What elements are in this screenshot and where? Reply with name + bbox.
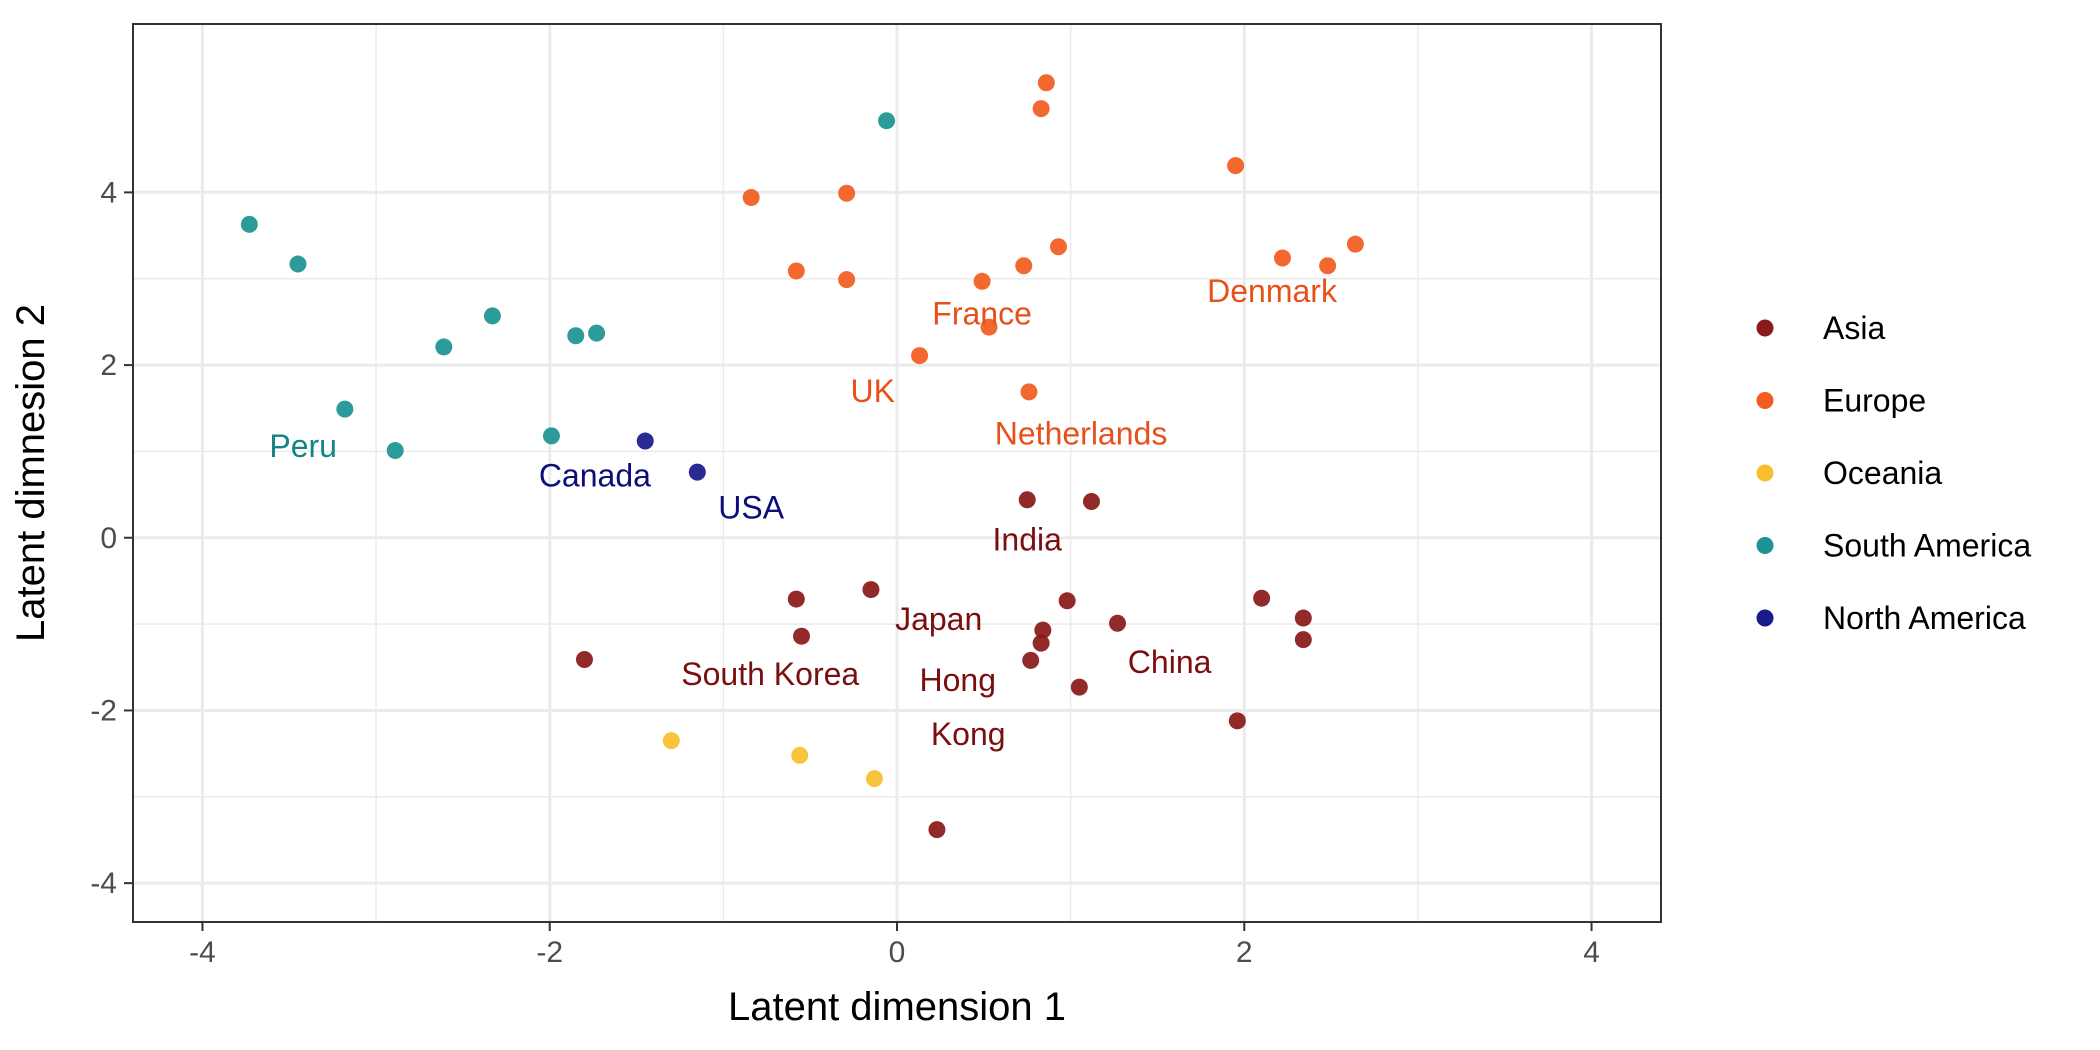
x-tick-label: 4: [1583, 936, 1600, 969]
point-asia: [793, 628, 810, 645]
y-tick-label: 2: [100, 349, 117, 382]
point-asia: [1295, 631, 1312, 648]
point-asia: [1229, 712, 1246, 729]
legend-key-north-america: [1757, 610, 1774, 627]
point-europe: [838, 271, 855, 288]
point-asia: [1083, 493, 1100, 510]
point-south-america: [567, 327, 584, 344]
label-denmark: Denmark: [1207, 273, 1338, 309]
point-south-america: [289, 256, 306, 273]
point-europe: [838, 185, 855, 202]
legend-key-oceania: [1757, 465, 1774, 482]
point-asia: [788, 591, 805, 608]
point-europe: [974, 273, 991, 290]
x-tick-label: -2: [536, 936, 563, 969]
y-axis-title: Latent dimnesion 2: [9, 304, 53, 642]
point-europe: [911, 347, 928, 364]
label-kong: Kong: [931, 716, 1006, 752]
point-asia: [1059, 592, 1076, 609]
point-asia: [862, 581, 879, 598]
point-europe: [743, 189, 760, 206]
point-south-america: [543, 427, 560, 444]
point-asia: [1022, 652, 1039, 669]
point-europe: [1033, 100, 1050, 117]
point-asia: [1109, 615, 1126, 632]
point-north-america: [689, 464, 706, 481]
label-hong: Hong: [920, 662, 997, 698]
point-south-america: [484, 307, 501, 324]
point-oceania: [663, 732, 680, 749]
legend-label-south-america: South America: [1823, 528, 2031, 564]
y-tick-label: 4: [100, 176, 117, 209]
point-south-america: [241, 216, 258, 233]
point-europe: [1020, 383, 1037, 400]
y-tick-label: -4: [90, 867, 117, 900]
legend-label-asia: Asia: [1823, 310, 1885, 346]
point-south-america: [387, 442, 404, 459]
legend-key-asia: [1757, 320, 1774, 337]
label-usa: USA: [718, 490, 784, 526]
point-europe: [788, 262, 805, 279]
point-europe: [1050, 238, 1067, 255]
point-south-america: [588, 325, 605, 342]
point-south-america: [878, 112, 895, 129]
label-canada: Canada: [539, 458, 651, 494]
label-india: India: [993, 521, 1063, 557]
point-south-america: [435, 338, 452, 355]
x-tick-label: 2: [1236, 936, 1253, 969]
x-axis-title: Latent dimension 1: [728, 985, 1066, 1029]
point-europe: [1015, 257, 1032, 274]
point-asia: [1033, 635, 1050, 652]
point-europe: [1319, 257, 1336, 274]
label-france: France: [932, 295, 1032, 331]
point-oceania: [866, 770, 883, 787]
y-tick-label: 0: [100, 522, 117, 555]
point-europe: [1038, 74, 1055, 91]
point-asia: [928, 821, 945, 838]
legend-label-north-america: North America: [1823, 600, 2026, 636]
point-asia: [1071, 679, 1088, 696]
label-peru: Peru: [269, 428, 337, 464]
legend-key-europe: [1757, 392, 1774, 409]
label-netherlands: Netherlands: [995, 415, 1168, 451]
point-asia: [576, 651, 593, 668]
point-south-america: [336, 401, 353, 418]
point-asia: [1295, 610, 1312, 627]
legend-key-south-america: [1757, 537, 1774, 554]
point-europe: [1227, 157, 1244, 174]
legend-label-europe: Europe: [1823, 383, 1926, 419]
point-asia: [1253, 590, 1270, 607]
x-tick-label: 0: [889, 936, 906, 969]
point-north-america: [637, 433, 654, 450]
label-uk: UK: [850, 373, 894, 409]
x-tick-label: -4: [189, 936, 216, 969]
point-oceania: [791, 747, 808, 764]
y-tick-label: -2: [90, 694, 117, 727]
label-south-korea: South Korea: [681, 656, 859, 692]
label-japan: Japan: [895, 601, 982, 637]
point-europe: [1347, 236, 1364, 253]
legend-label-oceania: Oceania: [1823, 455, 1942, 491]
point-asia: [1019, 491, 1036, 508]
point-europe: [1274, 249, 1291, 266]
label-china: China: [1128, 644, 1212, 680]
